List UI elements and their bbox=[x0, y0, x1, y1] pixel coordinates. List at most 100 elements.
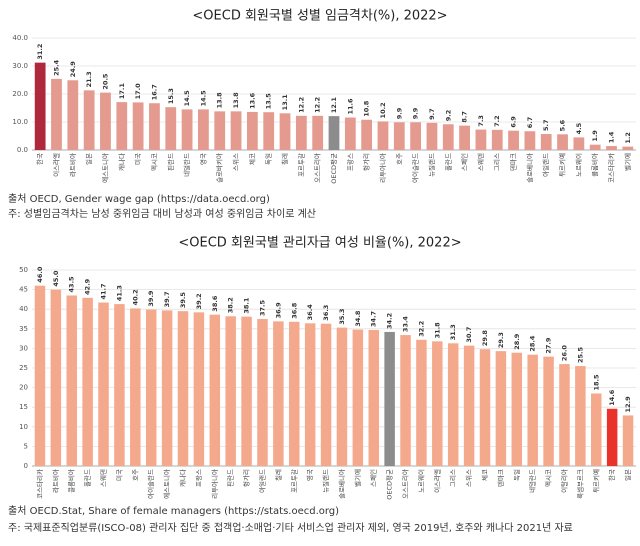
x-tick-label: 뉴질랜드 bbox=[427, 153, 436, 177]
bar bbox=[336, 327, 348, 466]
value-label: 12.2 bbox=[297, 97, 305, 113]
x-tick-label: 슬로바키아 bbox=[215, 153, 224, 183]
y-tick-label: 45 bbox=[19, 286, 28, 294]
x-tick-label: 헝가리 bbox=[362, 153, 371, 171]
bar bbox=[34, 285, 46, 466]
x-tick-label: 노르웨이 bbox=[574, 153, 583, 177]
x-tick-label: 핀란드 bbox=[166, 153, 175, 171]
bar bbox=[361, 119, 373, 150]
value-label: 36.3 bbox=[322, 305, 330, 321]
x-tick-label: 폴란드 bbox=[444, 153, 452, 171]
y-tick-label: 40 bbox=[19, 305, 28, 313]
chart-title: <OECD 회원국별 관리자급 여성 비율(%), 2022> bbox=[178, 236, 461, 251]
x-tick-label: 멕시코 bbox=[149, 153, 158, 171]
bar bbox=[352, 329, 364, 466]
value-label: 34.8 bbox=[354, 310, 362, 327]
x-tick-label: 스웨덴 bbox=[476, 153, 485, 171]
x-tick-label: 코스타리카 bbox=[607, 153, 616, 183]
value-label: 7.3 bbox=[477, 115, 485, 127]
value-label: 9.2 bbox=[444, 110, 452, 122]
bar bbox=[98, 302, 109, 466]
x-tick-label: 아이슬란드 bbox=[146, 469, 155, 499]
x-tick-label: 리투아니아 bbox=[378, 153, 387, 183]
value-label: 24.9 bbox=[69, 61, 77, 78]
x-tick-label: 덴마크 bbox=[509, 153, 518, 171]
value-label: 28.4 bbox=[529, 335, 537, 352]
value-label: 10.8 bbox=[363, 100, 371, 117]
x-tick-label: 한국 bbox=[608, 469, 616, 481]
bar bbox=[34, 62, 46, 150]
bar bbox=[132, 102, 144, 150]
x-tick-label: 아이슬란드 bbox=[411, 153, 420, 183]
y-tick-label: 0.0 bbox=[17, 146, 28, 154]
bar bbox=[100, 92, 111, 150]
bar bbox=[377, 121, 389, 150]
x-tick-label: 라트비아 bbox=[68, 153, 77, 177]
value-label: 41.7 bbox=[100, 283, 108, 299]
bar bbox=[573, 137, 585, 150]
value-label: 18.5 bbox=[592, 374, 600, 391]
bar bbox=[295, 115, 307, 150]
value-label: 37.5 bbox=[258, 299, 266, 316]
bar bbox=[591, 393, 602, 466]
value-label: 14.6 bbox=[608, 389, 616, 406]
bar bbox=[273, 321, 284, 466]
value-label: 29.3 bbox=[497, 332, 505, 348]
value-label: 9.7 bbox=[428, 108, 436, 120]
x-tick-label: 이탈리아 bbox=[559, 469, 568, 493]
x-tick-label: 라트비아 bbox=[51, 469, 60, 493]
bar bbox=[66, 295, 77, 466]
x-tick-label: 오스트리아 bbox=[401, 469, 410, 499]
x-tick-label: OECD평균 bbox=[385, 469, 394, 500]
value-label: 42.9 bbox=[84, 278, 92, 295]
y-tick-label: 5 bbox=[24, 442, 28, 450]
x-tick-label: 코스타리카 bbox=[35, 469, 44, 499]
x-tick-label: 스위스 bbox=[232, 153, 240, 171]
value-label: 10.2 bbox=[379, 102, 387, 118]
bar bbox=[368, 329, 379, 466]
y-tick-label: 0 bbox=[24, 462, 28, 470]
value-label: 28.9 bbox=[513, 333, 521, 350]
value-label: 1.4 bbox=[608, 131, 616, 143]
bar bbox=[181, 109, 193, 150]
bar bbox=[527, 354, 538, 466]
bar bbox=[426, 122, 438, 150]
bar bbox=[508, 130, 519, 150]
x-tick-label: 그리스 bbox=[492, 153, 501, 171]
value-label: 26.0 bbox=[560, 345, 568, 362]
value-label: 9.9 bbox=[412, 107, 420, 119]
value-label: 39.5 bbox=[179, 292, 187, 309]
x-tick-label: 벨기에 bbox=[353, 469, 362, 487]
x-tick-label: 호주 bbox=[395, 153, 403, 165]
bar bbox=[447, 343, 459, 466]
value-label: 25.4 bbox=[52, 59, 60, 76]
bar bbox=[214, 111, 226, 150]
value-label: 8.7 bbox=[461, 111, 469, 123]
bar bbox=[432, 341, 443, 466]
bar bbox=[543, 356, 554, 466]
value-label: 38.2 bbox=[227, 297, 235, 313]
x-tick-label: 프랑스 bbox=[195, 469, 203, 487]
bar bbox=[495, 351, 507, 466]
value-label: 31.2 bbox=[36, 44, 44, 60]
bar bbox=[459, 125, 470, 150]
y-tick-label: 20 bbox=[19, 384, 28, 392]
x-tick-label: 칠레 bbox=[280, 153, 289, 165]
y-tick-label: 10.0 bbox=[12, 118, 28, 126]
value-label: 13.6 bbox=[248, 92, 256, 109]
x-tick-label: 슬로베니아 bbox=[337, 469, 346, 499]
note: 출처 OECD.Stat, Share of female managers (… bbox=[8, 505, 339, 517]
x-tick-label: 콜롬비아 bbox=[590, 153, 599, 177]
x-tick-label: 미국 bbox=[133, 153, 142, 165]
value-label: 21.3 bbox=[85, 71, 93, 87]
value-label: 20.5 bbox=[101, 73, 109, 90]
bar bbox=[575, 366, 586, 466]
x-tick-label: 튀르키예 bbox=[558, 153, 567, 177]
value-label: 12.1 bbox=[330, 97, 338, 114]
value-label: 13.1 bbox=[281, 94, 289, 111]
x-tick-label: 미국 bbox=[114, 469, 123, 481]
bar bbox=[149, 103, 160, 150]
bar bbox=[511, 352, 523, 466]
bar bbox=[145, 309, 157, 466]
